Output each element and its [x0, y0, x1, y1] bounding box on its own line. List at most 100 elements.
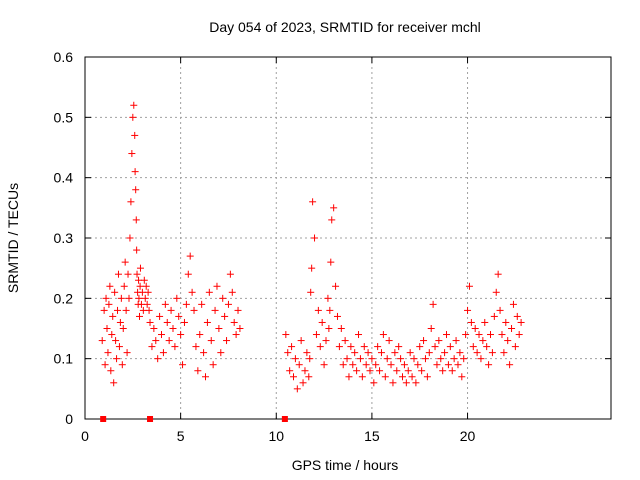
data-point	[341, 337, 349, 345]
data-point	[175, 312, 183, 320]
data-point	[502, 318, 510, 326]
data-point	[406, 349, 414, 357]
data-point	[148, 343, 156, 351]
y-axis-label: SRMTID / TECUs	[5, 183, 21, 293]
data-point	[467, 318, 475, 326]
data-point	[200, 349, 208, 357]
data-point	[511, 343, 519, 351]
data-point	[215, 325, 223, 332]
data-point	[207, 337, 215, 345]
data-point	[132, 186, 140, 194]
data-point	[450, 355, 458, 363]
data-point	[490, 312, 498, 320]
data-point	[314, 306, 322, 314]
data-point	[186, 252, 194, 260]
data-point	[374, 343, 382, 351]
data-point	[364, 349, 372, 357]
data-point	[177, 331, 185, 339]
data-point	[347, 343, 355, 351]
data-point	[184, 270, 192, 278]
data-point	[236, 325, 244, 332]
data-point	[163, 318, 171, 326]
data-point	[131, 168, 139, 176]
data-point	[297, 337, 305, 345]
data-point	[226, 270, 234, 278]
data-point	[118, 361, 126, 369]
data-point	[232, 331, 240, 339]
data-point	[486, 331, 494, 339]
data-point	[318, 318, 326, 326]
data-point	[188, 288, 196, 296]
data-point	[152, 337, 160, 345]
data-point	[423, 373, 431, 381]
y-tick-label: 0.3	[54, 230, 74, 246]
data-point	[420, 337, 428, 345]
x-tick-labels: 0 5 10 15 20	[81, 428, 475, 444]
data-point	[473, 349, 481, 357]
data-point	[356, 355, 364, 363]
data-point	[114, 306, 122, 314]
data-point	[124, 270, 132, 278]
data-point	[515, 331, 523, 339]
data-point	[150, 325, 158, 332]
data-point	[446, 343, 454, 351]
data-point	[379, 331, 387, 339]
data-point	[485, 361, 493, 369]
data-point	[509, 300, 517, 308]
data-point	[117, 294, 125, 302]
data-point	[182, 300, 190, 308]
y-tick-label: 0.6	[54, 49, 74, 65]
axis-ticks	[84, 56, 611, 420]
data-point	[104, 349, 112, 357]
data-point	[508, 325, 516, 332]
data-point	[308, 264, 316, 272]
data-point	[475, 331, 483, 339]
data-point	[324, 294, 332, 302]
data-point	[500, 349, 508, 357]
scatter-points	[98, 101, 525, 393]
data-point	[479, 337, 487, 345]
data-point	[456, 349, 464, 357]
data-point	[132, 216, 140, 224]
data-point	[122, 306, 130, 314]
data-point	[427, 325, 435, 332]
x-tick-label: 5	[177, 428, 185, 444]
data-point	[180, 318, 188, 326]
data-point	[414, 361, 422, 369]
data-point	[355, 331, 363, 339]
data-point	[109, 312, 117, 320]
data-point	[106, 282, 114, 290]
data-point	[513, 312, 521, 320]
data-point	[408, 373, 416, 381]
data-point	[194, 367, 202, 375]
data-point	[391, 349, 399, 357]
x-tick-label: 20	[460, 428, 476, 444]
data-point	[400, 361, 408, 369]
data-point	[437, 355, 445, 363]
data-point	[376, 367, 384, 375]
data-point	[144, 288, 152, 296]
data-point	[429, 300, 437, 308]
data-point	[399, 373, 407, 381]
data-point	[223, 337, 231, 345]
data-point	[167, 306, 175, 314]
data-point	[110, 379, 118, 387]
data-point	[288, 343, 296, 351]
data-point	[116, 318, 124, 326]
data-point	[103, 325, 111, 332]
data-point	[325, 325, 333, 332]
data-point	[101, 361, 109, 369]
data-point	[366, 367, 374, 375]
data-point	[492, 288, 500, 296]
data-point	[312, 331, 320, 339]
data-point	[306, 355, 314, 363]
data-point	[145, 306, 153, 314]
data-point	[293, 385, 301, 393]
data-point	[327, 258, 335, 266]
data-point	[320, 361, 328, 369]
data-point	[383, 355, 391, 363]
data-point	[326, 306, 334, 314]
data-point	[410, 355, 418, 363]
plot-frame	[84, 56, 612, 420]
data-point	[98, 337, 106, 345]
